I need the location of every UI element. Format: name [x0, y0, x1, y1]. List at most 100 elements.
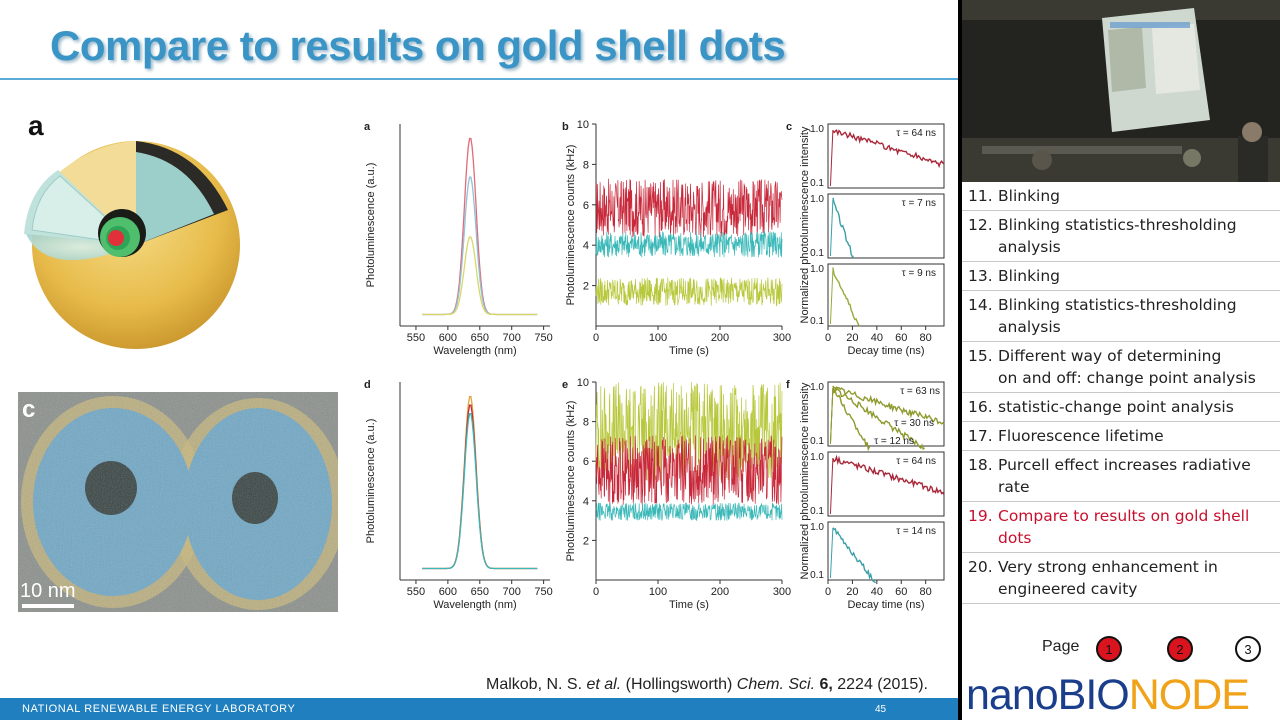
- toc-item-title-cont: dots: [998, 529, 1032, 547]
- pl-x-axis-label: Wavelength (nm): [433, 345, 516, 357]
- toc-item-18[interactable]: 18. Purcell effect increases radiative rat…: [962, 451, 1280, 502]
- panel-label-a: a: [28, 110, 44, 141]
- figure-panel-label: d: [364, 379, 371, 391]
- decay-series: [832, 197, 854, 258]
- decay-tau-label: τ = 12 ns: [874, 436, 914, 447]
- decay-y-tick-label: 1.0: [810, 194, 824, 205]
- scale-bar: [22, 604, 74, 608]
- citation-group: (Hollingsworth): [621, 676, 737, 693]
- toc-item-title-cont: on and off: change point analysis: [998, 369, 1256, 387]
- decay-tau-label: τ = 63 ns: [900, 386, 940, 397]
- decay-subplot-frame: [827, 193, 945, 259]
- toc-item-title: statistic-change point analysis: [998, 398, 1234, 416]
- brand-part-bio: BIO: [1057, 671, 1130, 719]
- decay-y-tick-label: 1.0: [810, 264, 824, 275]
- decay-y-tick-label: 1.0: [810, 452, 824, 463]
- decay-rise: [829, 269, 834, 325]
- toc-item-title: Purcell effect increases radiative: [998, 456, 1251, 474]
- trace-y-tick-label: 6: [583, 456, 589, 468]
- decay-series: [832, 454, 945, 495]
- pl-x-tick-label: 550: [407, 586, 425, 598]
- citation-volume: 6,: [815, 676, 833, 693]
- decay-rise: [829, 129, 834, 187]
- page-label: Page: [1042, 638, 1080, 655]
- trace-x-tick-label: 100: [649, 586, 667, 598]
- decay-subplot-frame: [827, 451, 945, 517]
- pl-y-axis-label: Photoluminescence (a.u.): [365, 163, 377, 288]
- decay-x-tick-label: 60: [895, 332, 907, 344]
- trace-y-tick-label: 8: [583, 417, 589, 429]
- toc-item-number: 19.: [968, 507, 993, 525]
- toc-item-title: Blinking statistics-thresholding: [998, 296, 1237, 314]
- slide: Compare to results on gold shell dots a: [0, 0, 958, 720]
- decay-y-axis-label: Normalized photoluminescence intensity: [799, 382, 811, 579]
- core-shell-illustration: [24, 141, 240, 349]
- trace-y-tick-label: 8: [583, 159, 589, 171]
- figure-panel-label: b: [562, 121, 569, 133]
- page-3-button[interactable]: 3: [1235, 636, 1261, 662]
- decay-tau-label: τ = 7 ns: [902, 198, 936, 209]
- page-2-button[interactable]: 2: [1167, 636, 1193, 662]
- page-1-button[interactable]: 1: [1096, 636, 1122, 662]
- decay-tau-label: τ = 64 ns: [896, 456, 936, 467]
- decay-x-tick-label: 0: [825, 586, 831, 598]
- toc-item-14[interactable]: 14. Blinking statistics-thresholding analy…: [962, 291, 1280, 342]
- decay-y-tick-label: 0.1: [810, 316, 824, 327]
- toc-item-number: 17.: [968, 427, 993, 445]
- toc-item-12[interactable]: 12. Blinking statistics-thresholding analy…: [962, 211, 1280, 262]
- citation-journal: Chem. Sci.: [736, 676, 816, 693]
- toc-item-17[interactable]: 17. Fluorescence lifetime: [962, 422, 1280, 451]
- trace-series: [595, 435, 783, 505]
- toc-item-number: 12.: [968, 216, 993, 234]
- pl-spectrum-series: [422, 236, 538, 316]
- decay-x-tick-label: 40: [871, 332, 883, 344]
- decay-subplot-frame: [827, 123, 945, 189]
- trace-series: [595, 502, 783, 522]
- brand-part-nano: nano: [966, 671, 1059, 719]
- decay-x-tick-label: 0: [825, 332, 831, 344]
- citation-etal: et al.: [586, 676, 622, 693]
- pl-y-axis-label: Photoluminescence (a.u.): [365, 419, 377, 544]
- trace-series: [595, 231, 783, 258]
- pl-x-tick-label: 600: [439, 332, 457, 344]
- trace-series: [595, 178, 783, 238]
- toc-item-number: 18.: [968, 456, 993, 474]
- decay-subplot-frame: [827, 381, 945, 447]
- toc-item-title: Fluorescence lifetime: [998, 427, 1164, 445]
- pl-x-tick-label: 700: [503, 586, 521, 598]
- pl-x-tick-label: 650: [471, 332, 489, 344]
- trace-x-axis-label: Time (s): [669, 345, 709, 357]
- trace-y-tick-label: 2: [583, 281, 589, 293]
- pl-x-tick-label: 700: [503, 332, 521, 344]
- toc-item-number: 15.: [968, 347, 993, 365]
- decay-y-tick-label: 1.0: [810, 124, 824, 135]
- toc-item-11[interactable]: 11. Blinking: [962, 182, 1280, 211]
- toc-item-title: Blinking: [998, 187, 1061, 205]
- decay-series: [832, 385, 925, 451]
- decay-x-tick-label: 80: [920, 586, 932, 598]
- decay-rise: [829, 199, 834, 257]
- toc-item-number: 11.: [968, 187, 993, 205]
- toc-item-19[interactable]: 19. Compare to results on gold shell dots: [962, 502, 1280, 553]
- decay-y-tick-label: 0.1: [810, 248, 824, 259]
- pl-spectrum-series: [422, 413, 538, 570]
- toc-item-16[interactable]: 16. statistic-change point analysis: [962, 393, 1280, 422]
- decay-y-tick-label: 1.0: [810, 382, 824, 393]
- decay-x-tick-label: 20: [846, 586, 858, 598]
- trace-x-tick-label: 200: [711, 332, 729, 344]
- decay-x-tick-label: 80: [920, 332, 932, 344]
- toc-item-15[interactable]: 15. Different way of determining on and of…: [962, 342, 1280, 393]
- brand-logo: nanoBIONODE: [962, 672, 1280, 720]
- figure-panel-label: f: [786, 379, 790, 391]
- toc-item-20[interactable]: 20. Very strong enhancement in engineered …: [962, 553, 1280, 604]
- decay-tau-label: τ = 64 ns: [896, 128, 936, 139]
- speaker-video[interactable]: [962, 0, 1280, 182]
- toc-item-13[interactable]: 13. Blinking: [962, 262, 1280, 291]
- toc-item-title-cont: rate: [998, 478, 1030, 496]
- decay-series: [832, 527, 877, 584]
- decay-x-tick-label: 20: [846, 332, 858, 344]
- toc-item-title-cont: analysis: [998, 238, 1061, 256]
- trace-y-tick-label: 4: [583, 240, 589, 252]
- decay-y-axis-label: Normalized photoluminescence intensity: [799, 126, 811, 323]
